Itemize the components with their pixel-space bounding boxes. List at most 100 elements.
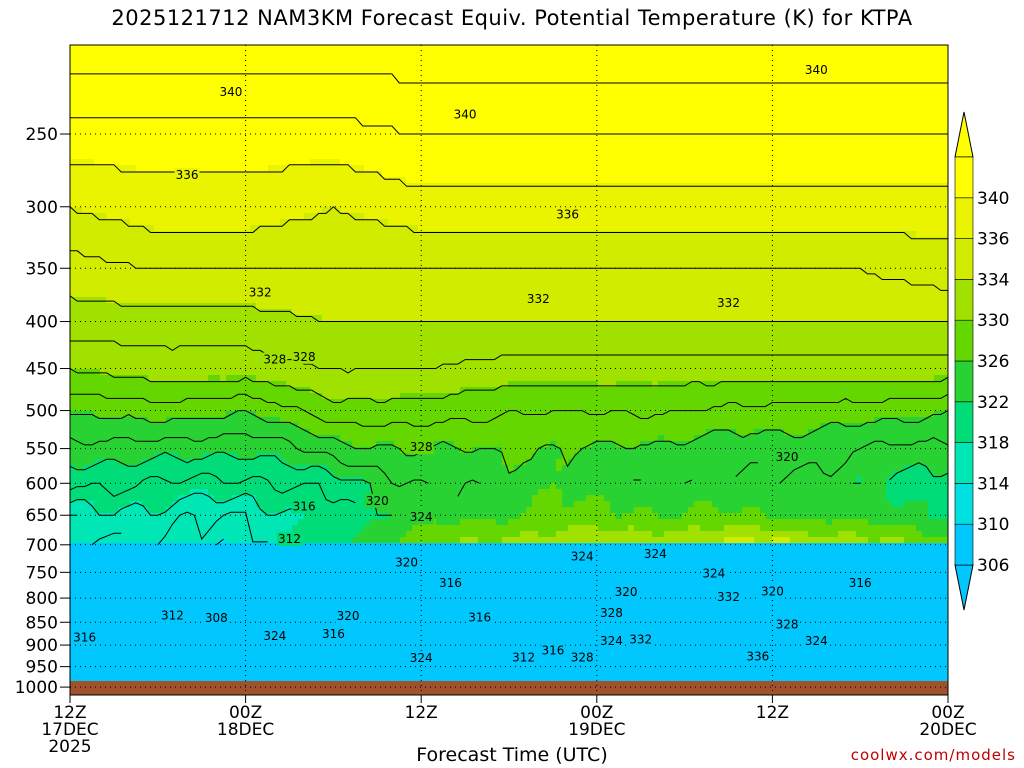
field-cell [124,351,131,358]
field-cell [124,507,131,514]
field-cell [310,525,317,532]
field-cell [232,411,239,418]
field-cell [334,453,341,460]
field-cell [136,45,143,52]
field-cell [172,669,179,676]
field-cell [220,633,227,640]
field-cell [190,633,197,640]
field-cell [76,495,83,502]
field-cell [148,663,155,670]
field-cell [268,495,275,502]
field-cell [76,147,83,154]
field-cell [286,327,293,334]
field-cell [304,81,311,88]
field-cell [214,387,221,394]
field-cell [262,561,269,568]
field-cell [310,75,317,82]
field-cell [250,117,257,124]
field-cell [76,201,83,208]
field-cell [208,249,215,256]
field-cell [202,645,209,652]
field-cell [298,141,305,148]
field-cell [70,117,77,124]
field-cell [208,441,215,448]
field-cell [238,183,245,190]
field-cell [82,567,89,574]
field-cell [238,495,245,502]
field-cell [136,159,143,166]
field-cell [220,81,227,88]
field-cell [286,147,293,154]
field-cell [172,441,179,448]
field-cell [298,579,305,586]
field-cell [238,333,245,340]
field-cell [196,393,203,400]
field-cell [142,669,149,676]
field-cell [226,75,233,82]
field-cell [76,351,83,358]
field-cell [202,93,209,100]
field-cell [316,423,323,430]
field-cell [94,645,101,652]
field-cell [202,393,209,400]
field-cell [178,543,185,550]
field-cell [250,45,257,52]
field-cell [94,63,101,70]
field-cell [274,45,281,52]
field-cell [334,495,341,502]
field-cell [76,441,83,448]
field-cell [196,183,203,190]
field-cell [94,75,101,82]
field-cell [256,237,263,244]
field-cell [124,273,131,280]
field-cell [274,597,281,604]
field-cell [118,123,125,130]
field-cell [340,495,347,502]
field-cell [70,429,77,436]
field-cell [196,507,203,514]
field-cell [292,243,299,250]
field-cell [124,495,131,502]
field-cell [136,171,143,178]
field-cell [304,255,311,262]
field-cell [142,561,149,568]
field-cell [76,261,83,268]
field-cell [280,543,287,550]
field-cell [106,207,113,214]
field-cell [238,651,245,658]
field-cell [220,369,227,376]
field-cell [160,627,167,634]
field-cell [226,111,233,118]
field-cell [328,225,335,232]
field-cell [184,87,191,94]
field-cell [148,243,155,250]
field-cell [70,375,77,382]
field-cell [130,657,137,664]
field-cell [214,111,221,118]
field-cell [94,267,101,274]
field-cell [130,291,137,298]
field-cell [274,447,281,454]
field-cell [304,135,311,142]
field-cell [226,513,233,520]
field-cell [238,381,245,388]
field-cell [304,177,311,184]
field-cell [250,477,257,484]
field-cell [262,69,269,76]
field-cell [220,375,227,382]
field-cell [250,105,257,112]
field-cell [100,225,107,232]
field-cell [148,549,155,556]
field-cell [160,447,167,454]
field-cell [136,369,143,376]
field-cell [70,567,77,574]
field-cell [148,213,155,220]
field-cell [166,351,173,358]
field-cell [142,483,149,490]
field-cell [154,273,161,280]
field-cell [328,321,335,328]
field-cell [106,219,113,226]
field-cell [304,393,311,400]
field-cell [154,57,161,64]
field-cell [340,375,347,382]
